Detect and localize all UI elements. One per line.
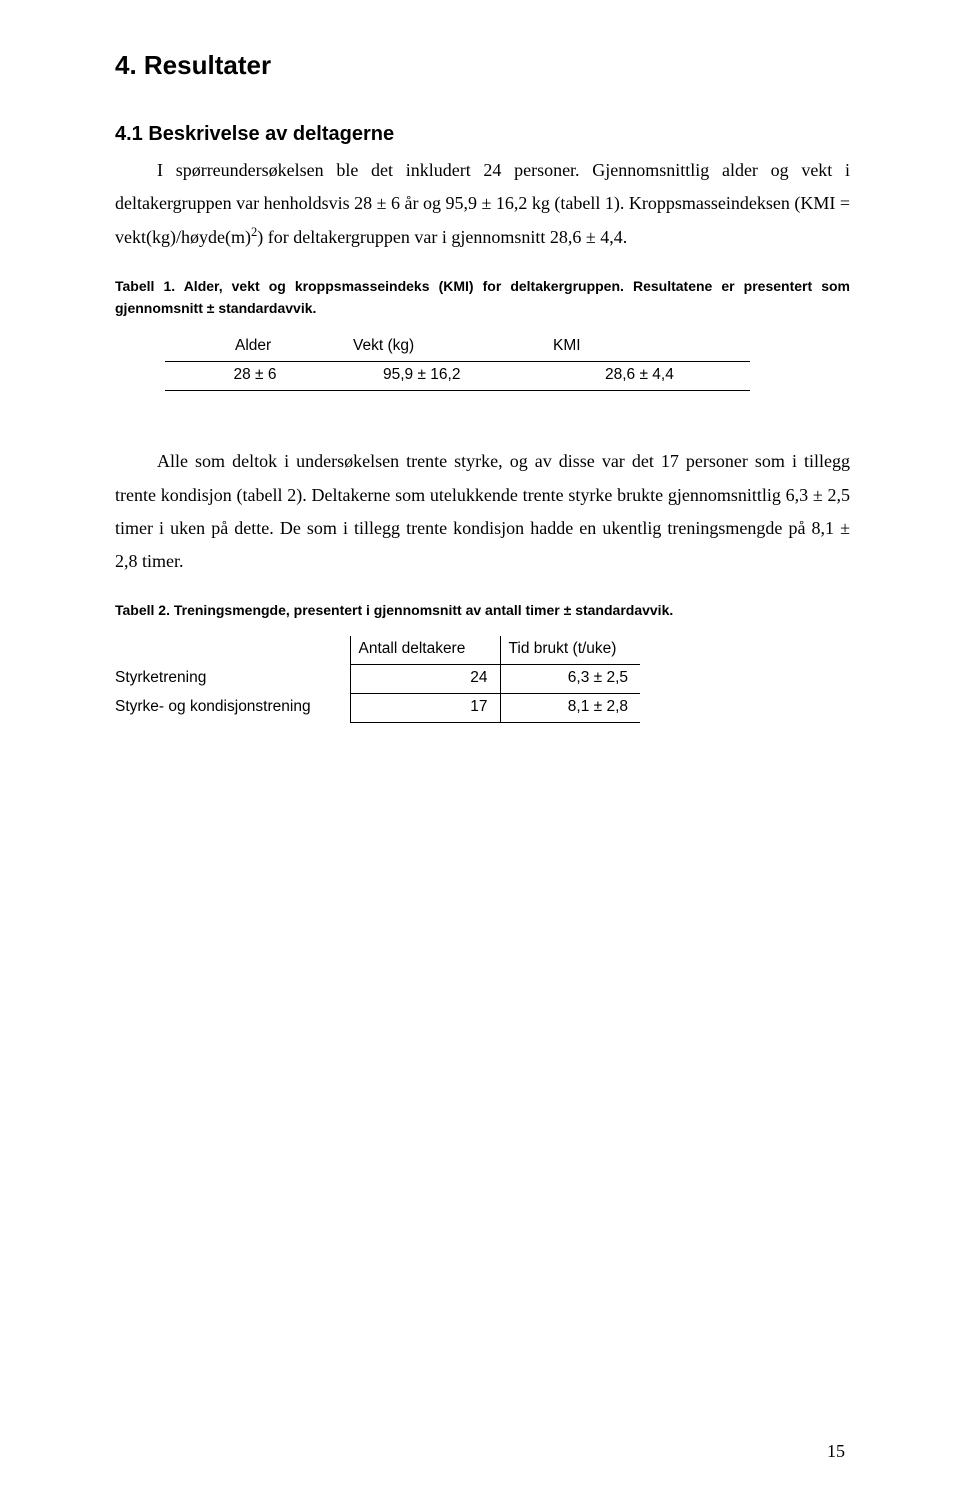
table-2-header-row: Antall deltakere Tid brukt (t/uke) bbox=[115, 636, 640, 665]
table-2-cell-antall: 24 bbox=[350, 665, 500, 694]
paragraph-1: I spørreundersøkelsen ble det inkludert … bbox=[115, 154, 850, 254]
table-2-col-blank bbox=[115, 636, 350, 665]
table-2-cell-label: Styrke- og kondisjonstrening bbox=[115, 694, 350, 723]
table-1-data-row: 28 ± 6 95,9 ± 16,2 28,6 ± 4,4 bbox=[165, 362, 750, 391]
table-2: Antall deltakere Tid brukt (t/uke) Styrk… bbox=[115, 636, 640, 723]
table-1-cell-kmi: 28,6 ± 4,4 bbox=[545, 362, 750, 391]
table-2-cell-label: Styrketrening bbox=[115, 665, 350, 694]
paragraph-1-post: ) for deltakergruppen var i gjennomsnitt… bbox=[257, 227, 627, 247]
subsection-heading: 4.1 Beskrivelse av deltagerne bbox=[115, 123, 850, 146]
table-2-cell-tid: 8,1 ± 2,8 bbox=[500, 694, 640, 723]
table-2-cell-tid: 6,3 ± 2,5 bbox=[500, 665, 640, 694]
table-1-col-alder: Alder bbox=[165, 333, 345, 362]
table-1-cell-vekt: 95,9 ± 16,2 bbox=[345, 362, 545, 391]
paragraph-2: Alle som deltok i undersøkelsen trente s… bbox=[115, 445, 850, 578]
table-2-cell-antall: 17 bbox=[350, 694, 500, 723]
table-1-caption: Tabell 1. Alder, vekt og kroppsmasseinde… bbox=[115, 276, 850, 319]
table-2-col-tid: Tid brukt (t/uke) bbox=[500, 636, 640, 665]
table-1-col-vekt: Vekt (kg) bbox=[345, 333, 545, 362]
page-number: 15 bbox=[827, 1441, 845, 1462]
table-1-cell-alder: 28 ± 6 bbox=[165, 362, 345, 391]
table-1: Alder Vekt (kg) KMI 28 ± 6 95,9 ± 16,2 2… bbox=[165, 333, 750, 391]
table-1-col-kmi: KMI bbox=[545, 333, 750, 362]
table-2-caption: Tabell 2. Treningsmengde, presentert i g… bbox=[115, 600, 850, 622]
table-2-col-antall: Antall deltakere bbox=[350, 636, 500, 665]
section-heading: 4. Resultater bbox=[115, 50, 850, 81]
table-2-row-styrke-kondisjon: Styrke- og kondisjonstrening 17 8,1 ± 2,… bbox=[115, 694, 640, 723]
table-2-row-styrke: Styrketrening 24 6,3 ± 2,5 bbox=[115, 665, 640, 694]
table-1-header-row: Alder Vekt (kg) KMI bbox=[165, 333, 750, 362]
